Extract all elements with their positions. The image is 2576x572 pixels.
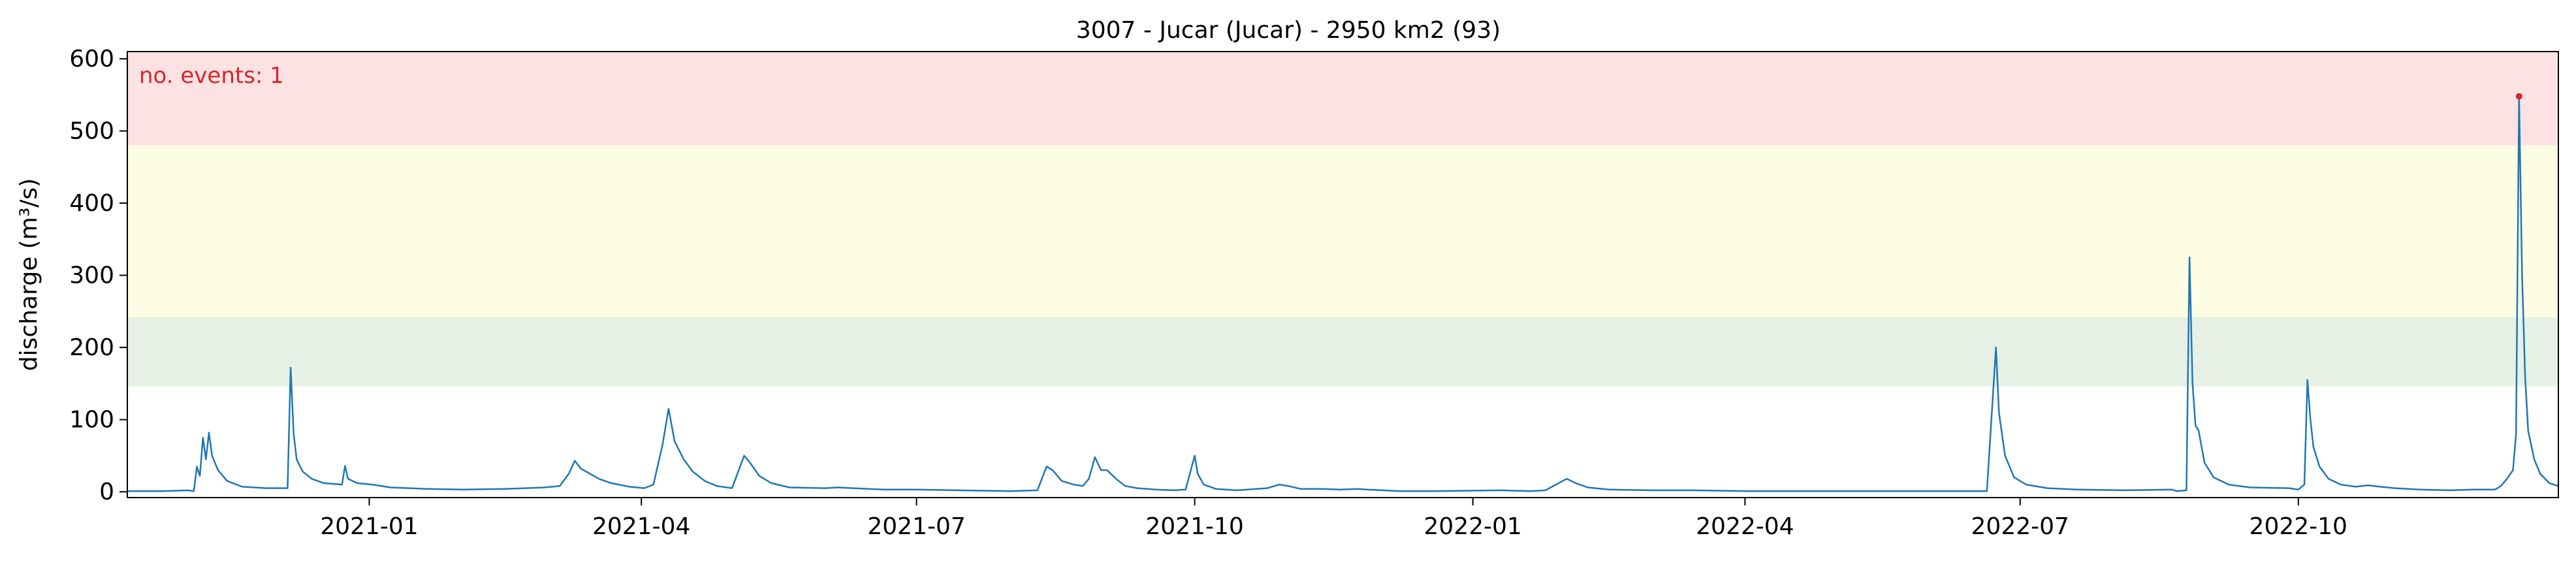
y-axis-label: discharge (m³/s) — [16, 178, 42, 371]
x-axis: 2021-01 2021-04 2021-07 2021-10 2022-01 2022-… — [320, 498, 2347, 540]
plot-frame — [127, 51, 2559, 498]
threshold-band-1 — [127, 145, 2558, 317]
x-tick-label-3: 2021-10 — [1145, 513, 1243, 540]
y-tick-label-500: 500 — [69, 118, 114, 145]
x-tick-label-6: 2022-07 — [1971, 513, 2069, 540]
x-tick-label-0: 2021-01 — [320, 513, 418, 540]
y-tick-label-200: 200 — [69, 334, 114, 361]
y-tick-label-600: 600 — [69, 46, 114, 72]
x-tick-label-7: 2022-10 — [2250, 513, 2347, 540]
series-layer — [127, 95, 2559, 492]
x-tick-label-4: 2022-01 — [1423, 513, 1521, 540]
y-axis: 0 100 200 300 400 500 600 — [69, 46, 127, 505]
events-layer — [2515, 93, 2522, 100]
chart-title: 3007 - Jucar (Jucar) - 2950 km2 (93) — [1076, 17, 1501, 44]
threshold-band-0 — [127, 317, 2558, 387]
event-count-annotation: no. events: 1 — [139, 63, 284, 89]
event-marker-0 — [2515, 93, 2522, 100]
discharge-series-line-0 — [127, 95, 2559, 492]
y-tick-label-0: 0 — [99, 479, 114, 505]
y-tick-label-300: 300 — [69, 262, 114, 289]
y-tick-label-100: 100 — [69, 407, 114, 434]
x-tick-label-5: 2022-04 — [1696, 513, 1794, 540]
threshold-bands — [127, 52, 2558, 387]
y-tick-label-400: 400 — [69, 190, 114, 217]
x-tick-label-2: 2021-07 — [867, 513, 965, 540]
threshold-band-2 — [127, 52, 2558, 146]
x-tick-label-1: 2021-04 — [592, 513, 690, 540]
